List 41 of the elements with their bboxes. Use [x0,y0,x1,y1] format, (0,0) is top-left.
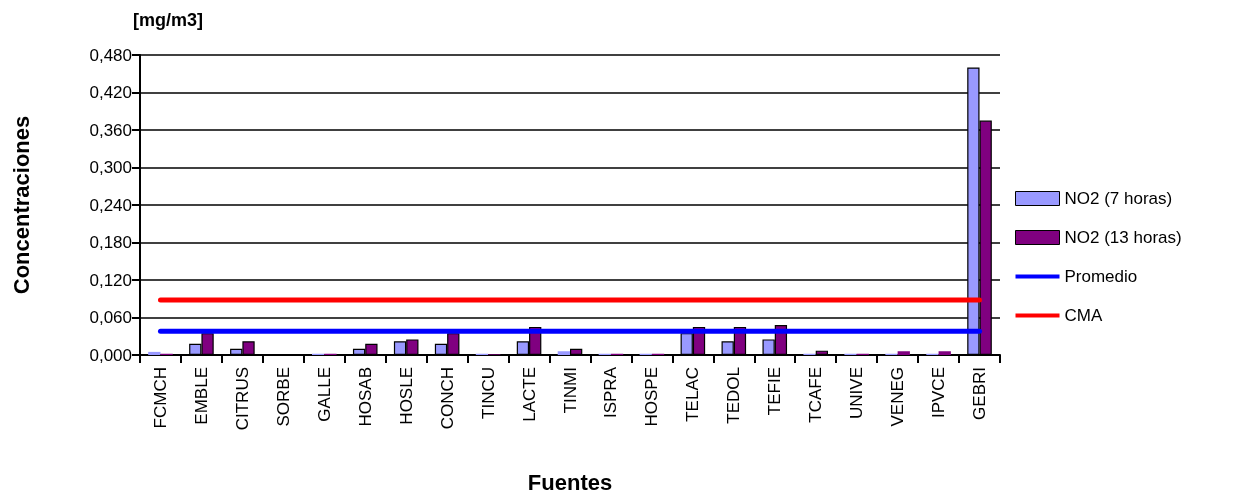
y-tick-label: 0,480 [89,45,132,65]
bar [897,351,910,355]
x-tick-label: HOSAB [355,367,375,427]
x-tick-label: TCAFE [806,367,826,423]
text: [mg/m3] [133,10,204,30]
legend-label: NO2 (7 horas) [1064,189,1173,208]
x-tick-label: ISPRA [601,366,621,419]
x-tick-label: CONCH [437,367,457,430]
x-tick-label: TEDOL [724,367,744,424]
x-tick-label: TELAC [683,367,703,422]
y-tick-label: 0,060 [89,308,132,327]
x-tick-label: EMBLE [191,367,211,425]
bar [938,351,951,355]
y-tick-label: 0,240 [89,195,132,215]
x-tick-label: VENEG [888,367,908,427]
bar [557,351,570,355]
bar [148,351,161,355]
x-tick-label: CITRUS [232,367,252,431]
y-axis-title: Concentraciones [8,115,34,295]
x-tick-label: SORBE [273,367,293,427]
x-tick-label: TEFIE [765,367,785,416]
x-tick-label: GALLE [314,367,334,422]
x-tick-label: GEBRI [970,367,990,420]
x-tick-label: IPVCE [929,367,949,419]
y-tick-label: 0,120 [89,270,132,290]
y-tick-label: 0,000 [89,345,132,365]
x-axis-title: Fuentes [527,469,613,495]
legend-label: Promedio [1064,267,1138,286]
x-tick-label: HOSLE [396,367,416,425]
x-tick-label: UNIVE [847,367,867,419]
y-tick-label: 0,360 [89,120,132,140]
y-tick-label: 0,300 [89,158,132,177]
x-tick-label: TINMI [560,367,580,414]
legend-label: NO2 (13 horas) [1064,228,1182,247]
x-tick-label: HOSPE [642,367,662,427]
y-tick-label: 0,180 [89,233,132,252]
legend-label: CMA [1064,306,1103,325]
x-tick-label: LACTE [519,367,539,422]
y-tick-label: 0,420 [89,83,132,102]
x-tick-label: TINCU [478,367,498,419]
x-tick-label: FCMCH [150,367,170,429]
